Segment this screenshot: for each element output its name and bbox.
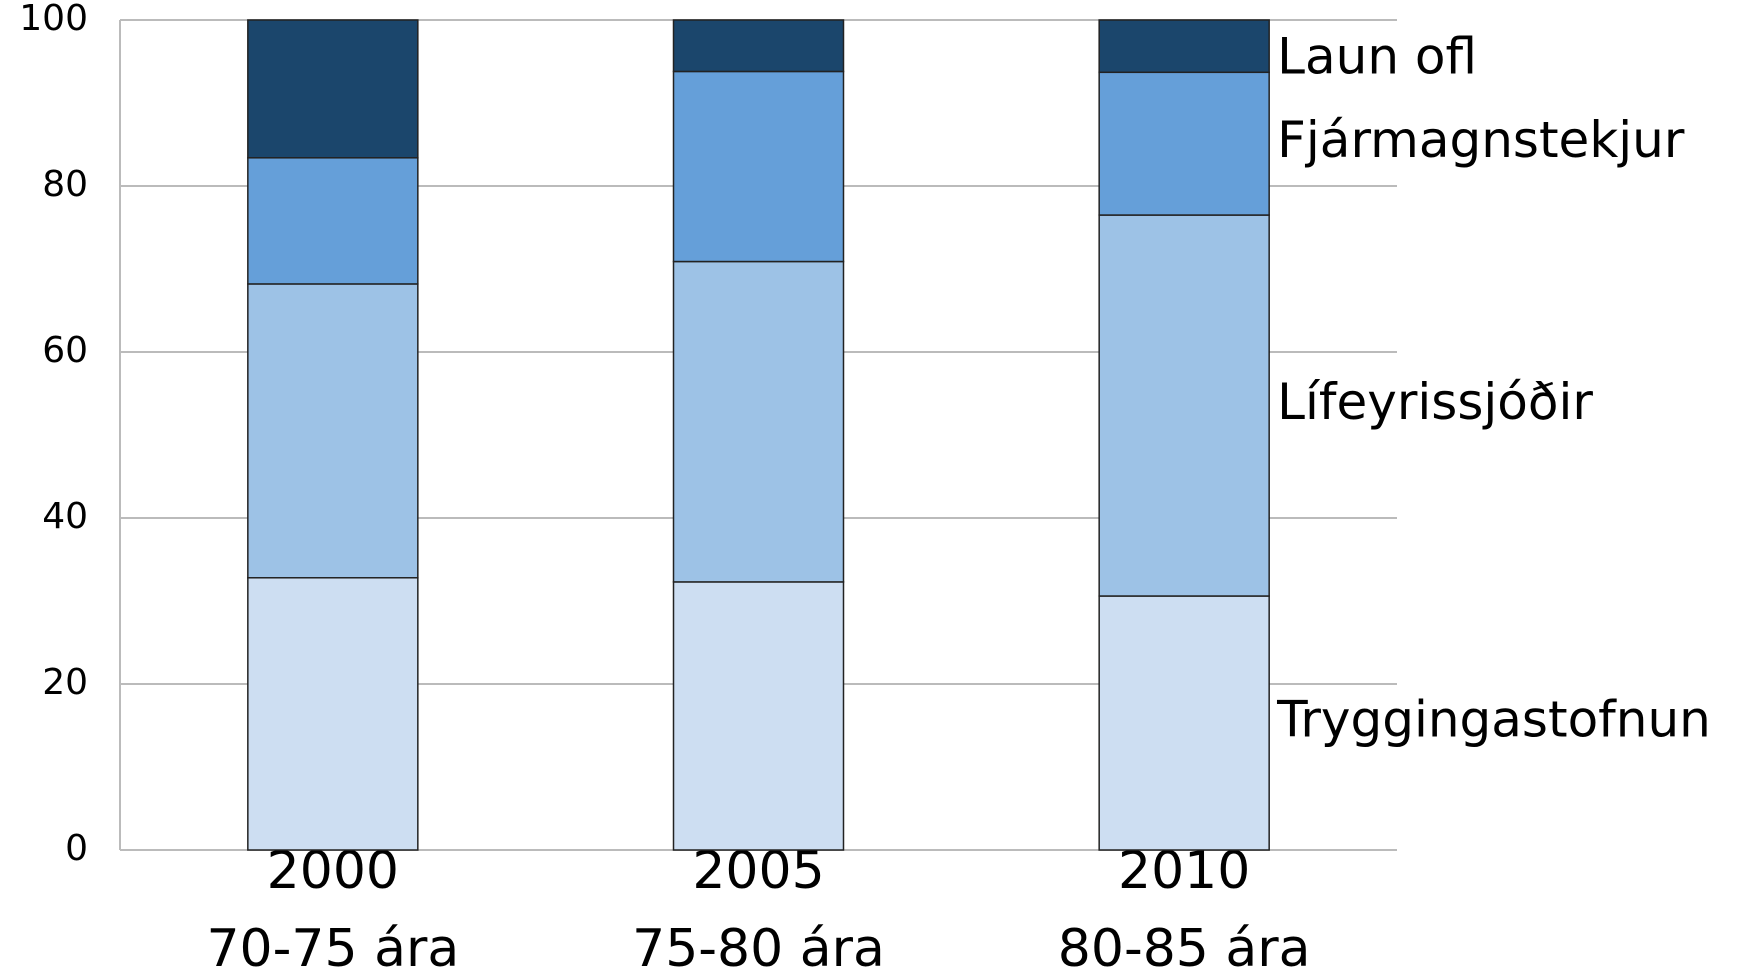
- y-tick-label: 20: [42, 662, 88, 703]
- legend-label: Laun ofl: [1277, 28, 1477, 86]
- x-tick-label: 80-85 ára: [1058, 919, 1311, 972]
- x-tick-label: 70-75 ára: [206, 919, 459, 972]
- bar-segment: [672, 260, 845, 583]
- bar-segment: [247, 577, 419, 851]
- legend-label: Fjármagnstekjur: [1277, 111, 1685, 169]
- x-tick-label: 2000: [267, 841, 399, 901]
- legend-label: Lífeyrissjóðir: [1277, 373, 1593, 431]
- x-tick-label: 2010: [1118, 841, 1250, 901]
- x-tick-label: 2005: [692, 841, 824, 901]
- y-tick-label: 60: [42, 330, 88, 371]
- bar-segment: [1098, 595, 1270, 851]
- y-tick-label: 80: [42, 164, 88, 205]
- y-tick-label: 100: [19, 0, 88, 39]
- bar-segment: [1098, 214, 1270, 597]
- bar-segment: [672, 581, 845, 851]
- bar-segment: [672, 19, 845, 73]
- legend-label: Tryggingastofnun: [1276, 691, 1711, 749]
- bar-segment: [247, 19, 419, 159]
- bar-segment: [247, 283, 419, 579]
- y-tick-label: 0: [65, 828, 88, 869]
- bar-segment: [672, 70, 845, 263]
- bar-segment: [1098, 19, 1270, 74]
- bar-segment: [1098, 71, 1270, 216]
- y-tick-label: 40: [42, 496, 88, 537]
- bar-segment: [247, 157, 419, 285]
- x-tick-label: 75-80 ára: [632, 919, 885, 972]
